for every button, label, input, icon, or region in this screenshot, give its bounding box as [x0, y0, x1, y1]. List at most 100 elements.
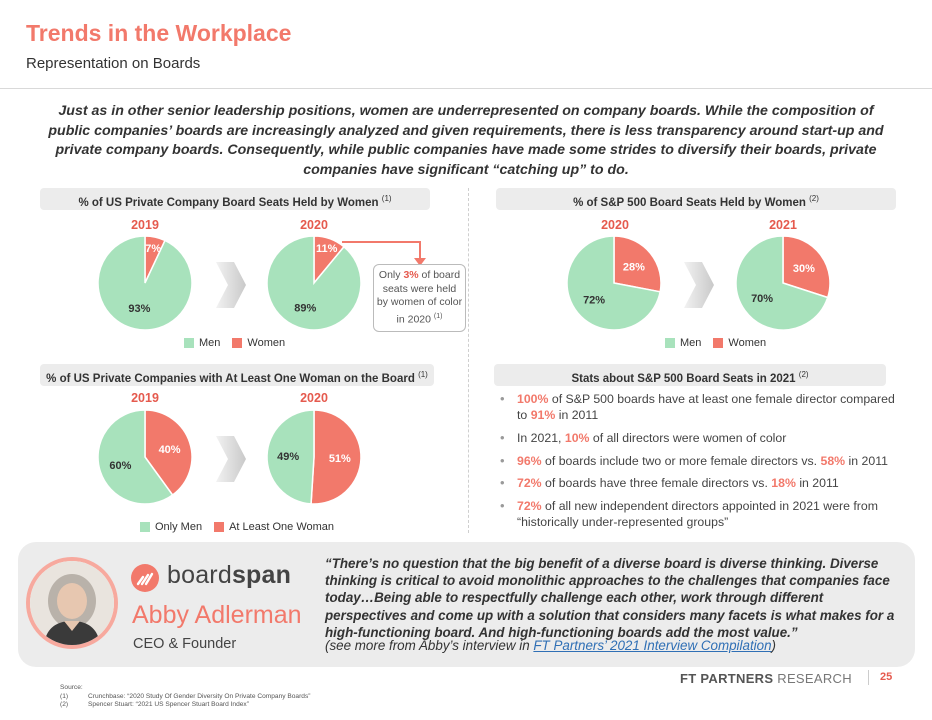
legend-swatch: [140, 522, 150, 532]
pie-data-label: 28%: [623, 262, 645, 274]
section-header-private-seats: % of US Private Company Board Seats Held…: [40, 188, 430, 210]
legend-sp500-seats: Men Women: [665, 337, 778, 349]
avatar: [30, 561, 114, 645]
legend-label: Women: [728, 337, 767, 349]
footnote-ref: (1): [381, 194, 392, 203]
year-label: 2019: [131, 391, 159, 405]
pie-slice-men: [266, 235, 362, 331]
page-subtitle: Representation on Boards: [26, 55, 201, 72]
stat-text: In 2021,: [517, 430, 565, 445]
year-label: 2020: [300, 391, 328, 405]
interview-compilation-link[interactable]: FT Partners’ 2021 Interview Compilation: [533, 638, 772, 653]
pie-slice-at-least-one-woman: [144, 409, 193, 497]
footer-brand-bold: FT PARTNERS: [680, 671, 774, 686]
legend-item-men: Men: [665, 337, 701, 349]
transition-arrow: [684, 262, 714, 308]
pie-chart-private-seats-2019: 7% 93%: [97, 235, 193, 331]
legend-swatch: [214, 522, 225, 532]
callout-text: of board seats were held by women of col…: [376, 269, 463, 325]
stat-text: of boards include two or more female dir…: [541, 453, 821, 468]
list-item: 72% of boards have three female director…: [500, 475, 900, 491]
section-title: Stats about S&P 500 Board Seats in 2021: [571, 372, 796, 385]
section-header-private-companies: % of US Private Companies with At Least …: [40, 364, 434, 386]
year-label: 2021: [769, 218, 797, 232]
stat-text: of S&P 500 boards have at least one fema…: [517, 392, 895, 423]
legend-swatch: [232, 338, 243, 348]
section-title: % of US Private Company Board Seats Held…: [78, 196, 379, 209]
pie-data-label: 30%: [793, 263, 815, 275]
pie-data-label: 11%: [316, 243, 338, 255]
pie-chart-private-seats-2020: 11% 89%: [266, 235, 362, 331]
person-portrait-icon: [30, 561, 114, 645]
list-item: In 2021, 10% of all directors were women…: [500, 430, 900, 446]
footer-separator: [868, 670, 869, 685]
source-text: Crunchbase: “2020 Study Of Gender Divers…: [88, 692, 311, 700]
footer-brand-light: RESEARCH: [773, 671, 852, 686]
boardspan-logo-icon: [131, 564, 159, 592]
women-of-color-callout: Only 3% of board seats were held by wome…: [373, 264, 466, 332]
stat-text: in 2011: [795, 476, 839, 491]
quote-text: “There’s no question that the big benefi…: [325, 556, 895, 640]
pie-data-label: 7%: [145, 243, 161, 255]
list-item: 100% of S&P 500 boards have at least one…: [500, 391, 900, 423]
stat-highlight: 72%: [517, 476, 542, 491]
pie-slice-men: [566, 235, 662, 331]
stat-text: of all new independent directors appoint…: [517, 499, 878, 530]
source-number: (2): [60, 701, 69, 709]
source-label: Source:: [60, 684, 83, 691]
source-item: (2) Spencer Stuart: “2021 US Spencer Stua…: [60, 701, 310, 710]
footnote-ref: (2): [798, 370, 809, 379]
quote-note-text: (see more from Abby’s interview in: [325, 638, 534, 653]
callout-value: 3%: [403, 269, 419, 281]
person-name: Abby Adlerman: [132, 601, 302, 629]
callout-text: Only: [378, 269, 404, 281]
year-label: 2020: [601, 218, 629, 232]
page-title: Trends in the Workplace: [26, 20, 292, 46]
callout-connector: [342, 241, 426, 266]
stat-highlight: 58%: [820, 453, 846, 468]
section-title: % of S&P 500 Board Seats Held by Women: [573, 196, 806, 209]
intro-paragraph: Just as in other senior leadership posit…: [48, 103, 884, 178]
pie-slice-at-least-one-woman: [310, 409, 362, 505]
stat-highlight: 96%: [517, 453, 542, 468]
legend-item-at-least-one-woman: At Least One Woman: [214, 521, 334, 533]
stat-highlight: 18%: [771, 476, 796, 491]
legend-private-companies: Only Men At Least One Woman: [140, 521, 346, 533]
footnote-ref: (1): [433, 312, 443, 320]
sp500-stats-list: 100% of S&P 500 boards have at least one…: [500, 391, 900, 537]
pie-data-label: 49%: [277, 451, 299, 463]
legend-swatch: [665, 338, 675, 348]
transition-arrow: [216, 262, 246, 308]
legend-item-women: Women: [232, 337, 285, 349]
legend-label: Men: [199, 337, 221, 349]
legend-swatch: [713, 338, 724, 348]
pie-data-label: 93%: [128, 303, 150, 315]
pie-chart-sp500-seats-2020: 28% 72%: [566, 235, 662, 331]
source-number: (1): [60, 692, 69, 700]
logo-text: board: [167, 561, 232, 589]
legend-label: Women: [247, 337, 286, 349]
quote-note: (see more from Abby’s interview in FT Pa…: [325, 638, 776, 653]
pie-slice-only-men: [266, 409, 315, 505]
legend-item-women: Women: [713, 337, 766, 349]
stat-highlight: 91%: [530, 408, 556, 423]
stat-highlight: 100%: [517, 392, 549, 406]
stat-highlight: 72%: [517, 499, 542, 514]
pie-slice-women: [782, 235, 831, 299]
header-divider: [0, 88, 932, 89]
person-role: CEO & Founder: [133, 636, 237, 652]
footnote-ref: (1): [418, 370, 428, 379]
footnote-ref: (2): [809, 194, 819, 203]
pie-data-label: 40%: [159, 444, 181, 456]
footer-brand: FT PARTNERS RESEARCH: [680, 671, 852, 686]
stat-text: in 2011: [845, 453, 888, 468]
quote-note-text: ): [771, 638, 777, 653]
section-header-sp500-seats: % of S&P 500 Board Seats Held by Women (…: [496, 188, 896, 210]
page-number: 25: [880, 671, 893, 683]
legend-item-only-men: Only Men: [140, 521, 202, 533]
list-item: 72% of all new independent directors app…: [500, 498, 900, 530]
legend-item-men: Men: [184, 337, 220, 349]
transition-arrow: [216, 436, 246, 482]
legend-label: At Least One Woman: [229, 521, 335, 533]
pie-data-label: 89%: [294, 302, 316, 314]
